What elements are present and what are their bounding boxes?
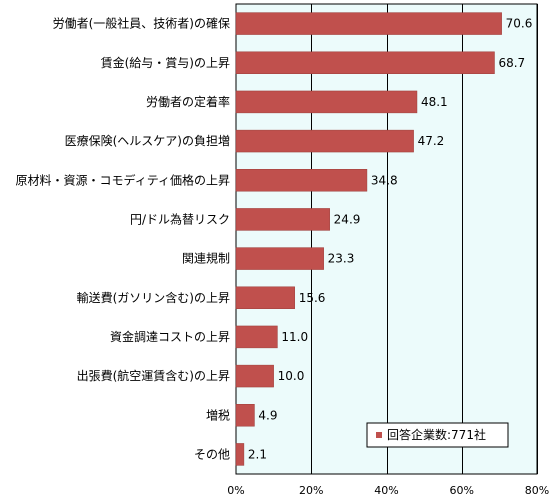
category-label: 出張費(航空運賃含む)の上昇: [77, 368, 230, 383]
bar: [235, 325, 278, 349]
x-tick-label: 20%: [299, 484, 323, 497]
legend-swatch: [376, 432, 382, 438]
category-label: 労働者の定着率: [146, 94, 230, 109]
category-label: 医療保険(ヘルスケア)の負担増: [65, 134, 230, 148]
legend: 回答企業数:771社: [366, 422, 509, 448]
value-label: 34.8: [371, 173, 398, 187]
bar: [235, 129, 414, 153]
x-tick-label: 40%: [374, 484, 398, 497]
value-labels: 70.6 68.7 48.1 47.2 34.8 24.9 23.3 15.6 11.0 10.0…: [248, 17, 532, 462]
bar: [235, 169, 368, 192]
bar: [235, 247, 324, 270]
value-label: 15.6: [299, 291, 326, 305]
legend-box: [366, 422, 509, 448]
plot-background: [235, 3, 538, 475]
bar: [235, 364, 274, 388]
x-tick-label: 80%: [525, 484, 549, 497]
value-label: 70.6: [506, 17, 533, 31]
x-tick-label: 60%: [450, 484, 474, 497]
value-label: 2.1: [248, 447, 267, 461]
x-tick-labels: 0% 20% 40% 60% 80%: [227, 484, 549, 497]
value-label: 4.9: [258, 408, 277, 422]
category-label: 資金調達コストの上昇: [110, 329, 230, 344]
legend-label: 回答企業数:771社: [387, 427, 486, 442]
category-label: その他: [194, 447, 230, 461]
value-label: 68.7: [498, 56, 525, 70]
category-label: 労働者(一般社員、技術者)の確保: [53, 16, 230, 31]
grid-lines: [311, 4, 538, 474]
bar: [235, 12, 502, 35]
value-label: 24.9: [334, 212, 361, 226]
value-label: 10.0: [278, 369, 305, 383]
x-tick-label: 0%: [227, 484, 244, 497]
bars: [235, 12, 502, 466]
category-label: 関連規制: [182, 251, 230, 266]
value-label: 48.1: [421, 95, 448, 109]
value-label: 11.0: [281, 330, 308, 344]
bar: [235, 51, 495, 74]
bar: [235, 208, 330, 231]
category-label: 輸送費(ガソリン含む)の上昇: [77, 290, 230, 305]
bar: [235, 404, 255, 427]
plot-area: [235, 3, 538, 475]
value-label: 47.2: [418, 134, 445, 148]
category-labels: 労働者(一般社員、技術者)の確保賃金(給与・賞与)の上昇労働者の定着率医療保険(…: [16, 16, 230, 462]
bar: [235, 443, 245, 466]
category-label: 原材料・資源・コモディティ価格の上昇: [16, 172, 230, 187]
bar: [235, 90, 418, 114]
category-label: 増税: [206, 408, 230, 422]
bar: [235, 286, 295, 309]
value-label: 23.3: [328, 252, 355, 266]
category-label: 賃金(給与・賞与)の上昇: [101, 55, 230, 70]
category-label: 円/ドル為替リスク: [130, 212, 230, 226]
